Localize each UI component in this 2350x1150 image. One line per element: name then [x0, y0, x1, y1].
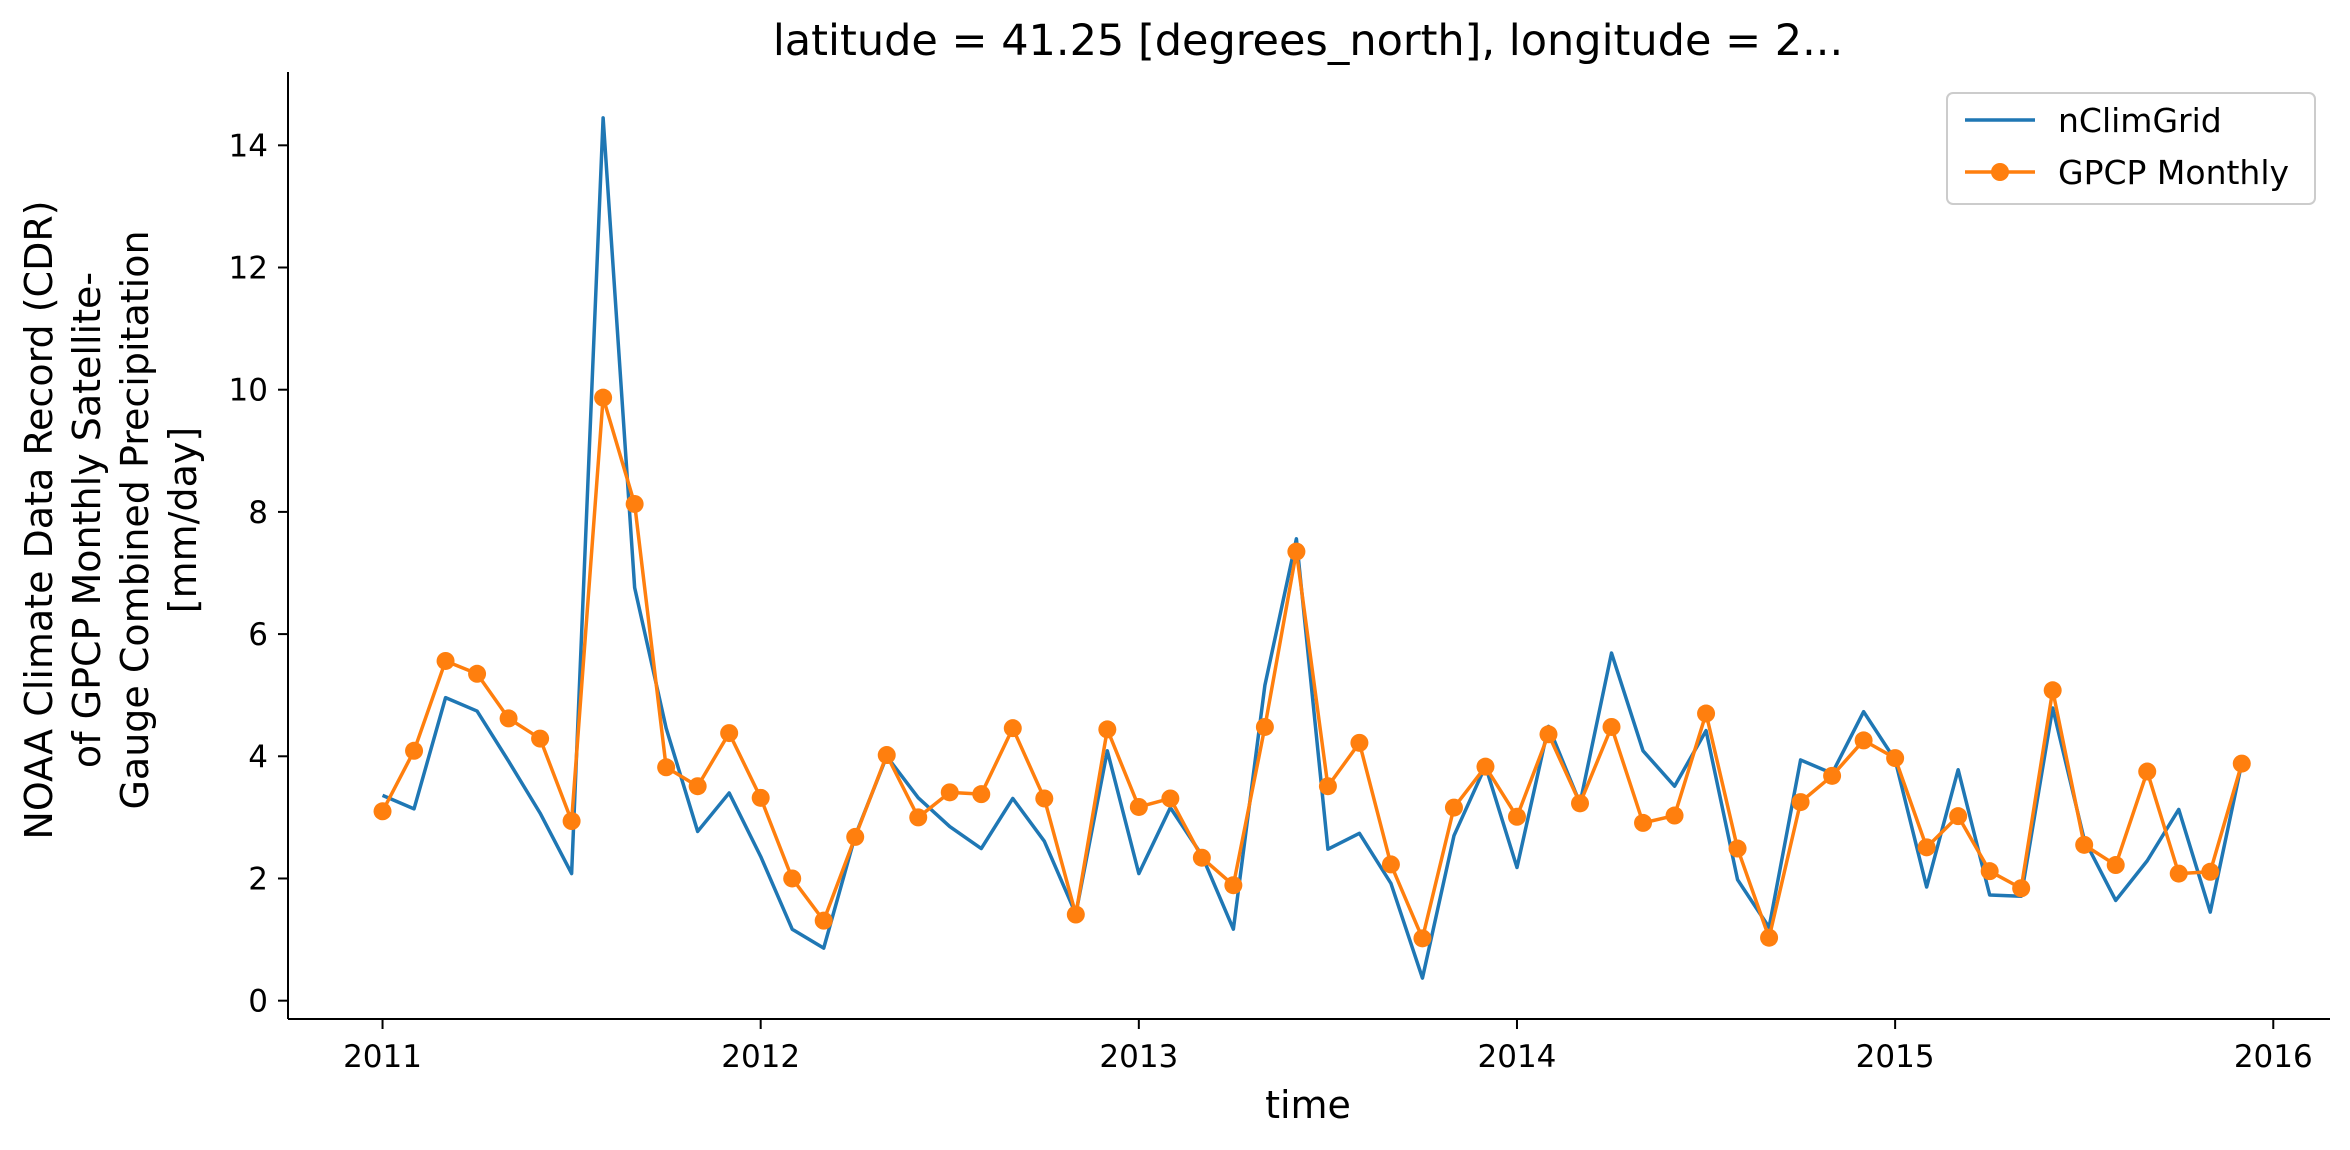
- y-tick-label: 14: [229, 128, 268, 164]
- data-point-gpcp-monthly: [1602, 717, 1621, 736]
- data-point-gpcp-monthly: [1886, 749, 1905, 768]
- data-point-gpcp-monthly: [720, 724, 739, 743]
- y-ticks: 0 2 4 6 8 10 12 14: [229, 128, 288, 1020]
- x-tick-label: 2016: [2234, 1039, 2313, 1075]
- data-point-gpcp-monthly: [1350, 733, 1369, 752]
- y-tick-label: 8: [248, 495, 268, 531]
- data-point-gpcp-monthly: [2232, 754, 2251, 773]
- data-point-gpcp-monthly: [1066, 905, 1085, 924]
- data-point-gpcp-monthly: [877, 746, 896, 765]
- data-point-gpcp-monthly: [1413, 929, 1432, 948]
- y-axis-label-line-3: Gauge Combined Precipitation: [113, 230, 157, 809]
- data-point-gpcp-monthly: [2138, 762, 2157, 781]
- data-point-gpcp-monthly: [1476, 757, 1495, 776]
- data-point-gpcp-monthly: [1003, 719, 1022, 738]
- y-axis-label-line-2: of GPCP Monthly Satellite-: [65, 272, 109, 768]
- data-point-gpcp-monthly: [2169, 864, 2188, 883]
- data-point-gpcp-monthly: [436, 651, 455, 670]
- legend-label-gpcp-monthly: GPCP Monthly: [2058, 153, 2289, 192]
- data-point-gpcp-monthly: [2012, 879, 2031, 898]
- data-point-gpcp-monthly: [1823, 766, 1842, 785]
- data-point-gpcp-monthly: [2043, 681, 2062, 700]
- x-tick-label: 2011: [343, 1039, 422, 1075]
- y-axis-label: NOAA Climate Data Record (CDR) of GPCP M…: [17, 200, 205, 839]
- data-point-gpcp-monthly: [846, 827, 865, 846]
- legend-label-nclimgrid: nClimGrid: [2058, 101, 2222, 140]
- data-point-gpcp-monthly: [2106, 856, 2125, 875]
- y-tick-label: 6: [248, 617, 268, 653]
- data-point-gpcp-monthly: [1444, 798, 1463, 817]
- data-point-gpcp-monthly: [1129, 797, 1148, 816]
- x-tick-label: 2014: [1478, 1039, 1557, 1075]
- data-point-gpcp-monthly: [1192, 848, 1211, 867]
- y-tick-label: 4: [248, 739, 268, 775]
- y-tick-label: 12: [229, 251, 268, 287]
- data-point-gpcp-monthly: [1571, 794, 1590, 813]
- legend-marker-gpcp-monthly: [1991, 163, 2009, 181]
- data-point-gpcp-monthly: [972, 785, 991, 804]
- y-tick-label: 10: [229, 373, 268, 409]
- x-tick-label: 2013: [1099, 1039, 1178, 1075]
- data-point-gpcp-monthly: [1949, 807, 1968, 826]
- data-point-gpcp-monthly: [1318, 777, 1337, 796]
- data-point-gpcp-monthly: [814, 911, 833, 930]
- data-point-gpcp-monthly: [1224, 876, 1243, 895]
- data-point-gpcp-monthly: [751, 788, 770, 807]
- series-line-gpcp-monthly: [380, 395, 2244, 941]
- data-point-gpcp-monthly: [657, 758, 676, 777]
- data-point-gpcp-monthly: [1980, 862, 1999, 881]
- data-point-gpcp-monthly: [1287, 542, 1306, 561]
- data-point-gpcp-monthly: [594, 388, 613, 407]
- data-point-gpcp-monthly: [1917, 838, 1936, 857]
- y-axis-label-line-1: NOAA Climate Data Record (CDR): [17, 200, 61, 839]
- data-point-gpcp-monthly: [562, 812, 581, 831]
- series-line-nclimgrid: [381, 116, 2244, 980]
- y-axis-label-line-4: [mm/day]: [161, 427, 205, 613]
- data-point-gpcp-monthly: [373, 802, 392, 821]
- data-point-gpcp-monthly: [1634, 813, 1653, 832]
- data-point-gpcp-monthly: [625, 494, 644, 513]
- legend-box: [1946, 92, 2316, 205]
- chart-title: latitude = 41.25 [degrees_north], longit…: [773, 16, 1843, 66]
- data-point-gpcp-monthly: [1255, 717, 1274, 736]
- data-point-gpcp-monthly: [1035, 789, 1054, 808]
- y-tick-label: 2: [248, 861, 268, 897]
- data-point-gpcp-monthly: [1760, 928, 1779, 947]
- data-point-gpcp-monthly: [1161, 789, 1180, 808]
- data-point-gpcp-monthly: [1854, 731, 1873, 750]
- data-point-gpcp-monthly: [1381, 855, 1400, 874]
- data-point-gpcp-monthly: [2075, 835, 2094, 854]
- x-tick-label: 2012: [721, 1039, 800, 1075]
- data-point-gpcp-monthly: [1697, 704, 1716, 723]
- data-point-gpcp-monthly: [2201, 862, 2220, 881]
- data-point-gpcp-monthly: [1507, 807, 1526, 826]
- data-point-gpcp-monthly: [1539, 725, 1558, 744]
- data-point-gpcp-monthly: [531, 729, 550, 748]
- data-point-gpcp-monthly: [405, 741, 424, 760]
- y-tick-label: 0: [248, 984, 268, 1020]
- x-ticks: 2011 2012 2013 2014 2015 2016: [343, 1019, 2313, 1075]
- x-tick-label: 2015: [1856, 1039, 1935, 1075]
- data-point-gpcp-monthly: [499, 709, 518, 728]
- data-point-gpcp-monthly: [688, 777, 707, 796]
- data-point-gpcp-monthly: [940, 783, 959, 802]
- legend: nClimGrid GPCP Monthly: [1946, 92, 2316, 205]
- data-point-gpcp-monthly: [1791, 793, 1810, 812]
- data-point-gpcp-monthly: [909, 808, 928, 827]
- data-point-gpcp-monthly: [468, 664, 487, 683]
- data-point-gpcp-monthly: [1665, 806, 1684, 825]
- series-layer: [373, 116, 2251, 980]
- data-point-gpcp-monthly: [1098, 720, 1117, 739]
- data-point-gpcp-monthly: [1728, 839, 1747, 858]
- x-axis-label: time: [1265, 1083, 1351, 1127]
- data-point-gpcp-monthly: [783, 869, 802, 888]
